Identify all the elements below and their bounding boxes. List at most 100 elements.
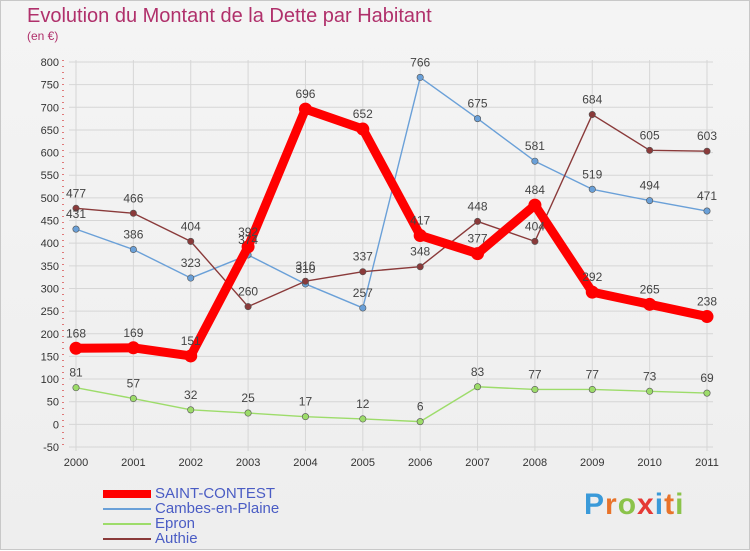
data-point <box>474 383 482 391</box>
y-tick-label: 600 <box>41 148 59 160</box>
data-point <box>69 341 83 355</box>
data-point <box>531 237 539 245</box>
y-tick-label: 150 <box>41 351 59 363</box>
data-label: 652 <box>353 107 373 121</box>
data-label: 696 <box>295 87 315 101</box>
legend-label: SAINT-CONTEST <box>155 485 276 502</box>
data-point <box>700 310 714 324</box>
data-label: 83 <box>471 365 485 379</box>
data-point <box>359 268 367 276</box>
data-label: 81 <box>69 366 83 380</box>
y-tick-label: 200 <box>41 329 59 341</box>
data-label: 257 <box>353 286 373 300</box>
series-line-authie <box>75 113 708 308</box>
y-tick-label: 750 <box>41 80 59 92</box>
data-point <box>72 204 80 212</box>
legend-swatch <box>103 508 151 510</box>
data-point <box>244 409 252 417</box>
data-point <box>301 413 309 421</box>
data-label: 448 <box>468 199 488 213</box>
data-label: 386 <box>123 228 143 242</box>
data-label: 466 <box>123 191 143 205</box>
data-label: 32 <box>184 388 198 402</box>
data-label: 684 <box>582 93 602 107</box>
data-label: 77 <box>586 367 600 381</box>
y-tick-label: 350 <box>41 261 59 273</box>
data-point <box>298 102 312 116</box>
data-label: 581 <box>525 139 545 153</box>
data-label: 151 <box>181 334 201 348</box>
y-tick-label: 800 <box>41 57 59 69</box>
data-label: 519 <box>582 167 602 181</box>
data-label: 292 <box>582 270 602 284</box>
data-point <box>588 385 596 393</box>
proxiti-logo: Proxiti <box>584 488 684 522</box>
data-label: 17 <box>299 395 313 409</box>
data-label: 404 <box>181 219 201 233</box>
data-label: 6 <box>417 400 424 414</box>
data-label: 73 <box>643 369 657 383</box>
y-tick-label: 450 <box>41 216 59 228</box>
x-tick-label: 2010 <box>637 457 661 469</box>
y-tick-label: 100 <box>41 374 59 386</box>
y-tick-label: -50 <box>43 442 59 454</box>
chart-unit-label: (en €) <box>27 29 59 43</box>
data-point <box>588 185 596 193</box>
data-point <box>359 415 367 423</box>
data-label: 484 <box>525 183 545 197</box>
data-label: 392 <box>238 225 258 239</box>
x-tick-label: 2006 <box>408 457 432 469</box>
data-label: 323 <box>181 256 201 270</box>
x-tick-label: 2000 <box>64 457 88 469</box>
data-point <box>301 277 309 285</box>
series-line-epron <box>75 386 708 423</box>
data-label: 477 <box>66 186 86 200</box>
data-label: 168 <box>66 326 86 340</box>
data-point <box>531 385 539 393</box>
x-tick-label: 2001 <box>121 457 145 469</box>
logo-letter: x <box>637 488 655 521</box>
legend-label: Epron <box>155 515 196 532</box>
x-tick-label: 2007 <box>465 457 489 469</box>
chart-title: Evolution du Montant de la Dette par Hab… <box>27 5 432 27</box>
data-point <box>72 384 80 392</box>
data-label: 675 <box>468 97 488 111</box>
data-point <box>703 389 711 397</box>
y-tick-label: 300 <box>41 283 59 295</box>
x-tick-label: 2009 <box>580 457 604 469</box>
data-label: 377 <box>468 232 488 246</box>
data-label: 12 <box>356 397 370 411</box>
data-label: 374 <box>238 233 258 247</box>
logo-letter: i <box>675 488 685 521</box>
legend-label: Authie <box>155 530 198 547</box>
data-label: 265 <box>640 282 660 296</box>
data-label: 25 <box>241 391 255 405</box>
data-point <box>187 237 195 245</box>
data-label: 348 <box>410 245 430 259</box>
data-point <box>531 157 539 165</box>
data-point <box>413 228 427 242</box>
y-tick-label: 0 <box>53 419 59 431</box>
y-tick-label: 550 <box>41 170 59 182</box>
data-point <box>129 209 137 217</box>
y-tick-label: 250 <box>41 306 59 318</box>
data-point <box>474 115 482 123</box>
data-point <box>646 197 654 205</box>
data-point <box>356 122 370 136</box>
logo-letter: o <box>617 488 638 521</box>
data-point <box>528 198 542 212</box>
x-tick-label: 2003 <box>236 457 260 469</box>
data-point <box>588 111 596 119</box>
data-point <box>126 341 140 355</box>
y-tick-label: 500 <box>41 193 59 205</box>
data-point <box>241 240 255 254</box>
y-tick-label: 400 <box>41 238 59 250</box>
x-tick-label: 2004 <box>293 457 317 469</box>
y-tick-label: 50 <box>47 397 59 409</box>
x-tick-label: 2011 <box>695 457 719 469</box>
legend-swatch <box>103 523 151 525</box>
data-point <box>474 217 482 225</box>
legend-swatch <box>103 538 151 540</box>
data-point <box>359 304 367 312</box>
